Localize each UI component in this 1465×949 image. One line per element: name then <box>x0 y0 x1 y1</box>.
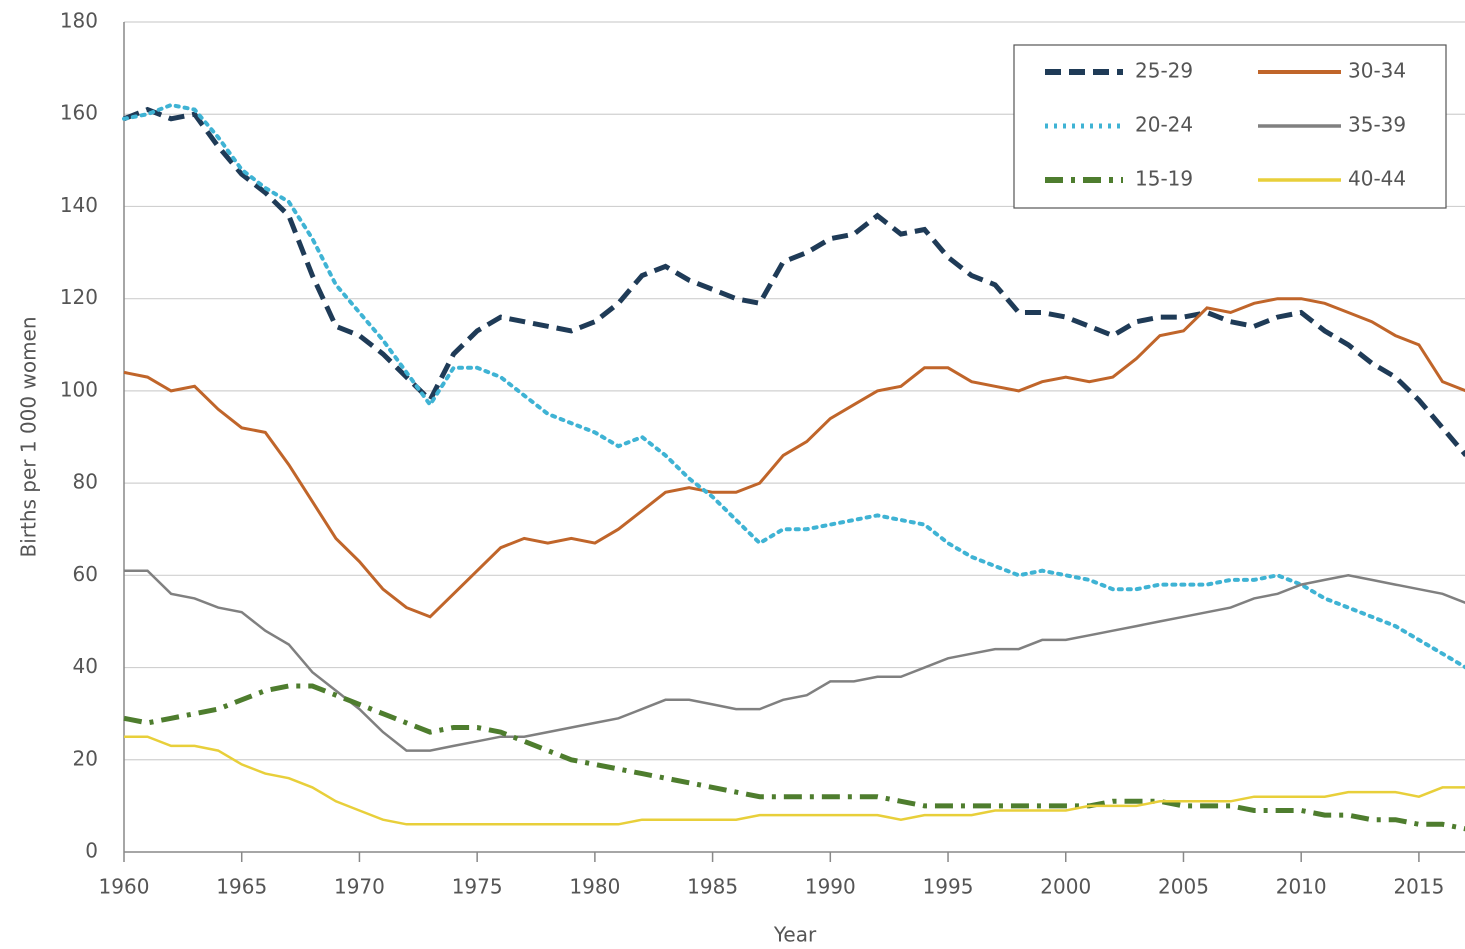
x-tick-label: 2005 <box>1158 875 1209 899</box>
x-tick-label: 1980 <box>569 875 620 899</box>
legend-label: 40-44 <box>1348 167 1406 191</box>
legend-label: 15-19 <box>1135 167 1193 191</box>
y-tick-label: 160 <box>60 101 98 125</box>
legend-label: 35-39 <box>1348 113 1406 137</box>
legend-label: 20-24 <box>1135 113 1193 137</box>
x-tick-label: 2015 <box>1393 875 1444 899</box>
x-tick-label: 1990 <box>805 875 856 899</box>
y-tick-label: 80 <box>73 470 98 494</box>
series-line <box>122 102 1465 670</box>
legend-label: 30-34 <box>1348 59 1406 83</box>
y-tick-label: 20 <box>73 746 98 770</box>
series-line <box>124 569 1465 752</box>
x-tick-label: 1965 <box>216 875 267 899</box>
x-tick-label: 1975 <box>452 875 503 899</box>
x-tick-label: 2010 <box>1276 875 1327 899</box>
legend-label: 25-29 <box>1135 59 1193 83</box>
y-tick-label: 140 <box>60 193 98 217</box>
y-tick-label: 0 <box>85 839 98 863</box>
series-line <box>124 735 1465 826</box>
series-line <box>123 106 1465 458</box>
y-tick-label: 40 <box>73 654 98 678</box>
y-tick-label: 180 <box>60 9 98 33</box>
x-tick-label: 1960 <box>99 875 150 899</box>
series-line <box>123 297 1465 619</box>
x-tick-label: 1970 <box>334 875 385 899</box>
x-tick-label: 2000 <box>1040 875 1091 899</box>
x-axis-label: Year <box>773 923 817 947</box>
x-tick-label: 1985 <box>687 875 738 899</box>
y-tick-label: 120 <box>60 285 98 309</box>
y-tick-label: 60 <box>73 562 98 586</box>
x-tick-label: 1995 <box>923 875 974 899</box>
y-tick-label: 100 <box>60 377 98 401</box>
series-line <box>123 683 1465 832</box>
y-axis-label: Births per 1 000 women <box>17 316 41 557</box>
